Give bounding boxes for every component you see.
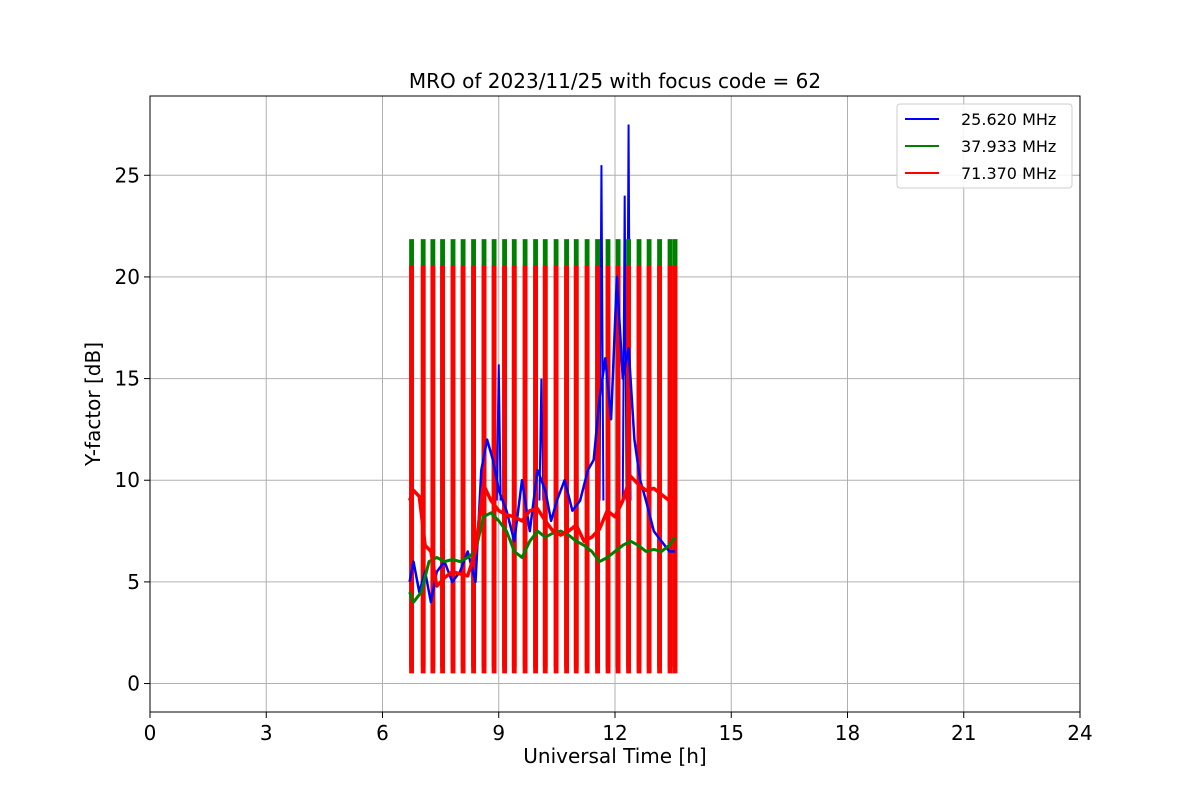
spike-71370 <box>646 265 652 674</box>
y-tick-label: 25 <box>115 163 140 187</box>
spike-71370 <box>430 265 436 674</box>
spike-71370 <box>672 265 678 674</box>
spike-71370 <box>481 265 487 674</box>
plot-data <box>407 124 678 674</box>
x-tick-label: 18 <box>835 721 860 745</box>
x-tick-label: 9 <box>492 721 505 745</box>
y-axis-label: Y-factor [dB] <box>81 342 105 467</box>
x-tick-label: 3 <box>260 721 273 745</box>
legend-label: 71.370 MHz <box>961 164 1056 183</box>
x-axis-label: Universal Time [h] <box>523 744 706 768</box>
legend: 25.620 MHz 37.933 MHz 71.370 MHz <box>896 103 1073 189</box>
series-peak-25620 <box>621 195 628 501</box>
chart-title: MRO of 2023/11/25 with focus code = 62 <box>409 69 821 93</box>
series-peak-25620 <box>495 364 502 501</box>
ticks: 0 3 6 9 12 15 18 21 24 0 5 10 15 20 25 <box>115 163 1093 745</box>
spike-71370 <box>511 265 517 674</box>
spike-71370 <box>440 265 445 674</box>
spike-71370 <box>605 265 611 674</box>
x-tick-label: 15 <box>719 721 744 745</box>
series-peak-25620 <box>538 378 545 501</box>
spike-71370 <box>450 265 456 674</box>
y-tick-label: 5 <box>127 570 140 594</box>
spike-71370 <box>564 265 569 674</box>
x-tick-label: 6 <box>376 721 389 745</box>
series-peak-25620 <box>598 165 605 501</box>
spike-71370 <box>471 265 476 674</box>
spike-71370 <box>553 265 559 674</box>
spike-71370 <box>460 265 466 674</box>
spike-71370 <box>667 265 673 674</box>
spike-71370 <box>420 265 426 674</box>
spike-71370 <box>657 265 662 674</box>
series-line-71370 <box>407 474 677 588</box>
x-tick-label: 21 <box>951 721 976 745</box>
spike-71370 <box>502 265 507 674</box>
y-tick-label: 0 <box>127 672 140 696</box>
spike-71370 <box>615 265 621 674</box>
legend-box <box>896 103 1073 189</box>
spike-71370 <box>573 265 579 674</box>
y-tick-label: 15 <box>115 367 140 391</box>
spike-71370 <box>626 265 631 674</box>
spike-71370 <box>542 265 548 674</box>
y-tick-label: 20 <box>115 265 140 289</box>
legend-label: 25.620 MHz <box>961 110 1056 129</box>
x-tick-label: 12 <box>602 721 627 745</box>
legend-label: 37.933 MHz <box>961 137 1056 156</box>
spike-71370 <box>595 265 600 674</box>
spike-71370 <box>409 265 414 674</box>
x-tick-label: 0 <box>144 721 157 745</box>
x-tick-label: 24 <box>1067 721 1092 745</box>
spike-71370 <box>522 265 528 674</box>
grid <box>149 96 1081 712</box>
y-tick-label: 10 <box>115 468 140 492</box>
series-line-37933 <box>408 511 677 604</box>
